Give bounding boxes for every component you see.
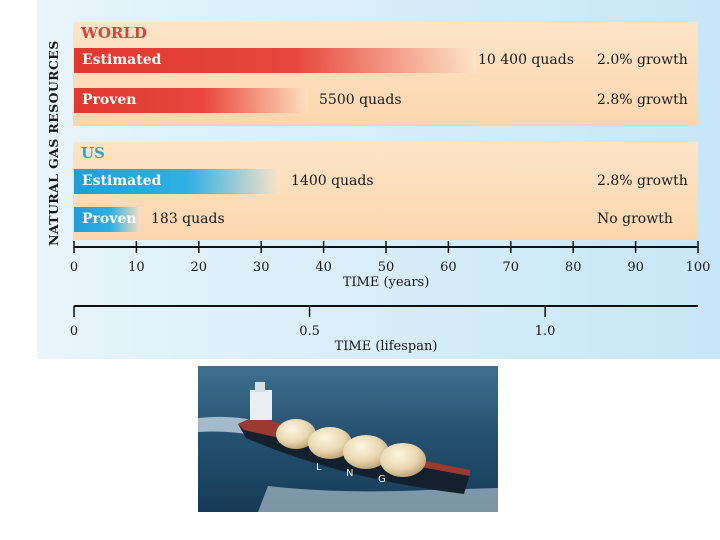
bar-label: Proven [82, 211, 137, 227]
lng-tanker-photo: L N G [198, 366, 498, 512]
bar-world-estimated: Estimated [74, 48, 477, 73]
us-group-title: US [81, 144, 105, 162]
growth-world-proven: 2.8% growth [597, 92, 688, 108]
lifespan-tick-label: 1.0 [535, 324, 556, 339]
hull-letter-n: N [346, 468, 353, 479]
growth-world-estimated: 2.0% growth [597, 52, 688, 68]
value-world-proven: 5500 quads [319, 92, 402, 108]
axes: 0 10 20 30 40 50 60 70 80 90 100 TIME (years) 0 0.5… [70, 241, 711, 354]
us-group-panel: US [73, 142, 698, 240]
x-axis-label-lifespan: TIME (lifespan) [335, 339, 438, 354]
years-tick-label: 80 [565, 260, 582, 275]
lifespan-tick-label: 0.5 [299, 324, 320, 339]
x-axis-years: 0 10 20 30 40 50 60 70 80 90 100 [70, 241, 711, 275]
hull-letter-g: G [378, 474, 386, 485]
years-tick-label: 60 [440, 260, 457, 275]
bar-label: Estimated [82, 173, 162, 189]
lifespan-tick-label: 0 [70, 324, 78, 339]
years-tick-label: 30 [253, 260, 270, 275]
bar-label: Proven [82, 92, 137, 108]
years-tick-label: 50 [378, 260, 395, 275]
x-axis-label-years: TIME (years) [343, 275, 430, 290]
years-tick-label: 100 [686, 260, 711, 275]
hull-letter-l: L [316, 462, 322, 473]
value-world-estimated: 10 400 quads [478, 52, 574, 68]
bar-label: Estimated [82, 52, 162, 68]
years-tick-label: 0 [70, 260, 78, 275]
years-tick-label: 40 [315, 260, 332, 275]
growth-us-estimated: 2.8% growth [597, 173, 688, 189]
years-tick-label: 90 [627, 260, 644, 275]
value-us-estimated: 1400 quads [291, 173, 374, 189]
x-axis-lifespan: 0 0.5 1.0 [70, 305, 698, 339]
world-group-title: WORLD [81, 24, 147, 42]
years-tick-label: 20 [191, 260, 208, 275]
years-tick-label: 10 [128, 260, 145, 275]
value-us-proven: 183 quads [151, 211, 225, 227]
bar-us-proven: Proven [74, 207, 142, 232]
bar-world-proven: Proven [74, 88, 308, 113]
years-tick-label: 70 [503, 260, 520, 275]
bar-us-estimated: Estimated [74, 169, 280, 194]
growth-us-proven: No growth [597, 211, 673, 227]
